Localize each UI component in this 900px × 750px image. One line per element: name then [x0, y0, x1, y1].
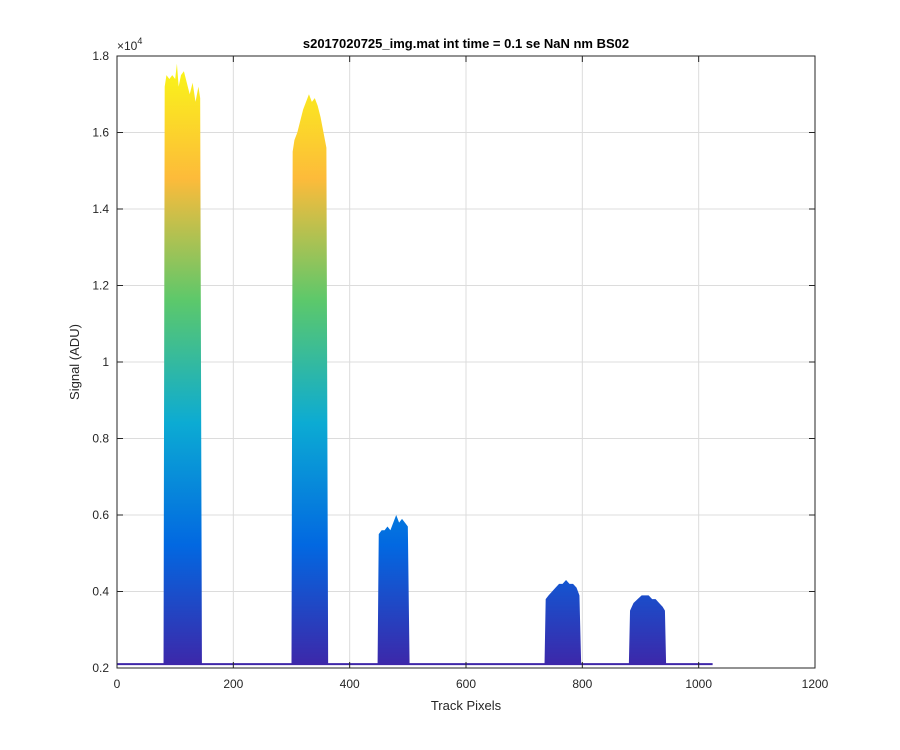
y-exponent-base: ×10 [117, 39, 138, 53]
peak-area-1 [163, 63, 202, 665]
x-axis-label: Track Pixels [431, 698, 502, 713]
x-tick-label-2: 400 [340, 677, 360, 691]
y-exponent-power: 4 [137, 36, 142, 46]
y-tick-label-2: 0.6 [92, 508, 109, 522]
x-tick-label-5: 1000 [685, 677, 712, 691]
x-tick-label-4: 800 [572, 677, 592, 691]
y-tick-label-6: 1.4 [92, 202, 109, 216]
peak-area-3 [377, 515, 410, 665]
y-axis-label: Signal (ADU) [67, 324, 82, 400]
y-axis-ticks: 0.2 0.4 0.6 0.8 1 1.2 1.4 1.6 1.8 [92, 49, 815, 675]
peak-area-4 [544, 580, 582, 665]
y-tick-label-5: 1.2 [92, 279, 109, 293]
y-tick-label-8: 1.8 [92, 49, 109, 63]
data-marks [117, 63, 713, 666]
grid [117, 56, 815, 668]
x-axis-ticks: 0 200 400 600 800 1000 1200 [114, 56, 829, 691]
y-tick-label-3: 0.8 [92, 432, 109, 446]
chart-title: s2017020725_img.mat int time = 0.1 se Na… [303, 36, 629, 51]
x-tick-label-0: 0 [114, 677, 121, 691]
x-tick-label-3: 600 [456, 677, 476, 691]
x-tick-label-1: 200 [223, 677, 243, 691]
x-tick-label-6: 1200 [802, 677, 829, 691]
y-tick-label-1: 0.4 [92, 585, 109, 599]
y-tick-label-4: 1 [102, 355, 109, 369]
peak-area-5 [628, 595, 667, 665]
y-tick-label-0: 0.2 [92, 661, 109, 675]
y-tick-label-7: 1.6 [92, 126, 109, 140]
peak-area-2 [291, 94, 329, 665]
y-exponent-label: ×104 [117, 36, 142, 53]
